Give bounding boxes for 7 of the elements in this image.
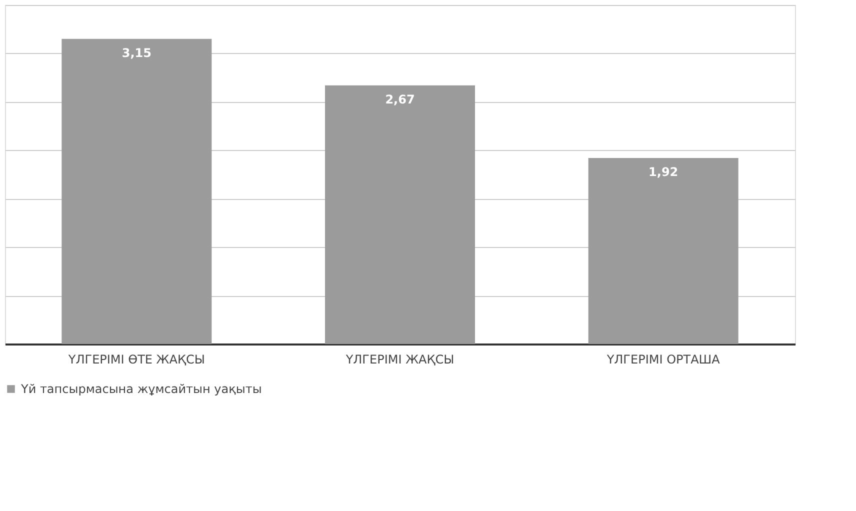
data-label: 2,67 (385, 92, 415, 106)
x-tick-label: ҮЛГЕРІМІ ЖАҚСЫ (344, 352, 454, 366)
x-tick-label: ҮЛГЕРІМІ ӨТЕ ЖАҚСЫ (67, 352, 205, 366)
data-label: 1,92 (648, 165, 678, 180)
legend-label: Үй тапсырмасына жұмсайтын уақыты (20, 382, 262, 396)
data-label: 3,15 (122, 46, 152, 60)
x-tick-label: ҮЛГЕРІМІ ОРТАША (606, 352, 721, 366)
